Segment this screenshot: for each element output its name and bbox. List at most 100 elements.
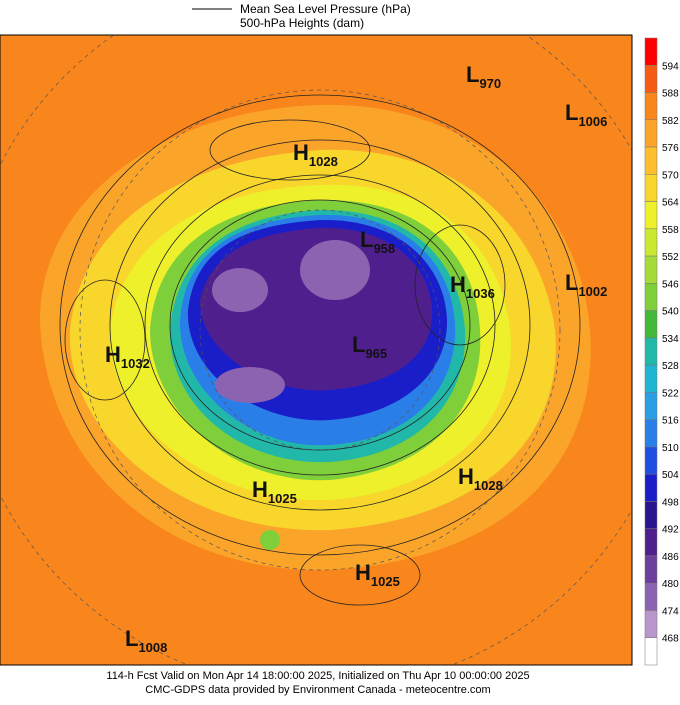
- center-type: L: [565, 270, 578, 295]
- pressure-center: L1006: [565, 100, 607, 129]
- colorbar-cell: [644, 392, 658, 420]
- isobar: [109, 139, 531, 511]
- center-value: 1025: [268, 491, 297, 506]
- center-type: H: [450, 272, 466, 297]
- center-type: L: [125, 626, 138, 651]
- colorbar-label: 540: [662, 307, 679, 318]
- colorbar-cell: [644, 337, 658, 366]
- colorbar-label: 576: [662, 143, 679, 154]
- colorbar-cell: [644, 37, 658, 66]
- center-type: H: [252, 477, 268, 502]
- center-value: 1028: [309, 154, 338, 169]
- colorbar-cell: [644, 419, 658, 448]
- center-type: L: [565, 100, 578, 125]
- center-type: H: [293, 140, 309, 165]
- colorbar-cell: [644, 228, 658, 257]
- center-value: 1032: [121, 356, 150, 371]
- isobar: [169, 199, 471, 451]
- isobar: [414, 224, 506, 346]
- center-type: H: [355, 560, 371, 585]
- colorbar-cell: [644, 65, 658, 93]
- colorbar-label: 516: [662, 416, 679, 427]
- colorbar-cell: [644, 310, 658, 339]
- pressure-center: L958: [360, 227, 395, 256]
- colorbar-label: 480: [662, 579, 679, 590]
- pressure-center: H1032: [105, 342, 150, 371]
- center-type: L: [360, 227, 373, 252]
- colorbar-cell: [644, 201, 658, 230]
- colorbar-label: 522: [662, 388, 679, 399]
- center-type: H: [458, 464, 474, 489]
- center-value: 1008: [138, 640, 167, 655]
- colorbar-label: 570: [662, 170, 679, 181]
- pressure-center: L1008: [125, 626, 167, 655]
- colorbar: 594 588 582 576 570 564 558 552 546 540 534 528 522 5…: [644, 37, 679, 666]
- pressure-center: H1025: [252, 477, 297, 506]
- colorbar-label: 552: [662, 252, 679, 263]
- colorbar-cell: [644, 119, 658, 148]
- center-value: 958: [373, 241, 395, 256]
- isobar: [209, 119, 371, 181]
- height-zone: [215, 367, 285, 403]
- colorbar-cell: [644, 255, 658, 284]
- center-value: 1002: [578, 284, 607, 299]
- center-type: H: [105, 342, 121, 367]
- height-zone: [212, 268, 268, 312]
- latitude-circle: [199, 209, 441, 451]
- legend-heights: 500-hPa Heights (dam): [240, 16, 364, 30]
- colorbar-label: 582: [662, 116, 679, 127]
- colorbar-label: 564: [662, 198, 679, 209]
- colorbar-cell: [644, 473, 658, 502]
- colorbar-cell: [644, 528, 658, 557]
- colorbar-label: 588: [662, 89, 679, 100]
- center-value: 1028: [474, 478, 503, 493]
- latitude-circle: [79, 89, 561, 571]
- colorbar-label: 492: [662, 525, 679, 536]
- height-zone: [199, 227, 433, 391]
- center-value: 1036: [466, 286, 495, 301]
- pressure-center: H1028: [293, 140, 338, 169]
- center-type: L: [352, 332, 365, 357]
- center-value: 970: [479, 76, 501, 91]
- legend-pressure: Mean Sea Level Pressure (hPa): [240, 2, 411, 16]
- colorbar-cell: [644, 92, 658, 121]
- map: [0, 34, 633, 666]
- center-value: 1006: [578, 114, 607, 129]
- center-value: 965: [365, 346, 387, 361]
- isobar: [64, 279, 146, 401]
- pressure-center: H1028: [458, 464, 503, 493]
- colorbar-label: 510: [662, 443, 679, 454]
- colorbar-cell: [644, 501, 658, 529]
- colorbar-label: 528: [662, 361, 679, 372]
- pressure-center: H1025: [355, 560, 400, 589]
- height-zone: [300, 240, 370, 300]
- colorbar-cell: [644, 364, 658, 393]
- colorbar-label: 558: [662, 225, 679, 236]
- isobar: [144, 174, 496, 476]
- pressure-center: L965: [352, 332, 387, 361]
- colorbar-cell: [644, 146, 658, 175]
- colorbar-label: 594: [662, 61, 679, 72]
- colorbar-cell: [644, 174, 658, 202]
- colorbar-label: 546: [662, 279, 679, 290]
- colorbar-label: 498: [662, 497, 679, 508]
- pressure-center: L1002: [565, 270, 607, 299]
- footer-credit: CMC-GDPS data provided by Environment Ca…: [145, 684, 490, 696]
- center-value: 1025: [371, 574, 400, 589]
- colorbar-cell: [644, 610, 658, 638]
- colorbar-cell: [644, 637, 658, 666]
- isobar: [59, 94, 581, 556]
- height-zone: [260, 530, 280, 550]
- isobar: [299, 544, 421, 606]
- map-frame: [0, 34, 633, 666]
- colorbar-label: 468: [662, 634, 679, 645]
- colorbar-cell: [644, 582, 658, 611]
- colorbar-label: 534: [662, 334, 679, 345]
- colorbar-label: 474: [662, 606, 679, 617]
- colorbar-cell: [644, 446, 658, 475]
- pressure-center: H1036: [450, 272, 495, 301]
- colorbar-cell: [644, 555, 658, 584]
- center-type: L: [466, 62, 479, 87]
